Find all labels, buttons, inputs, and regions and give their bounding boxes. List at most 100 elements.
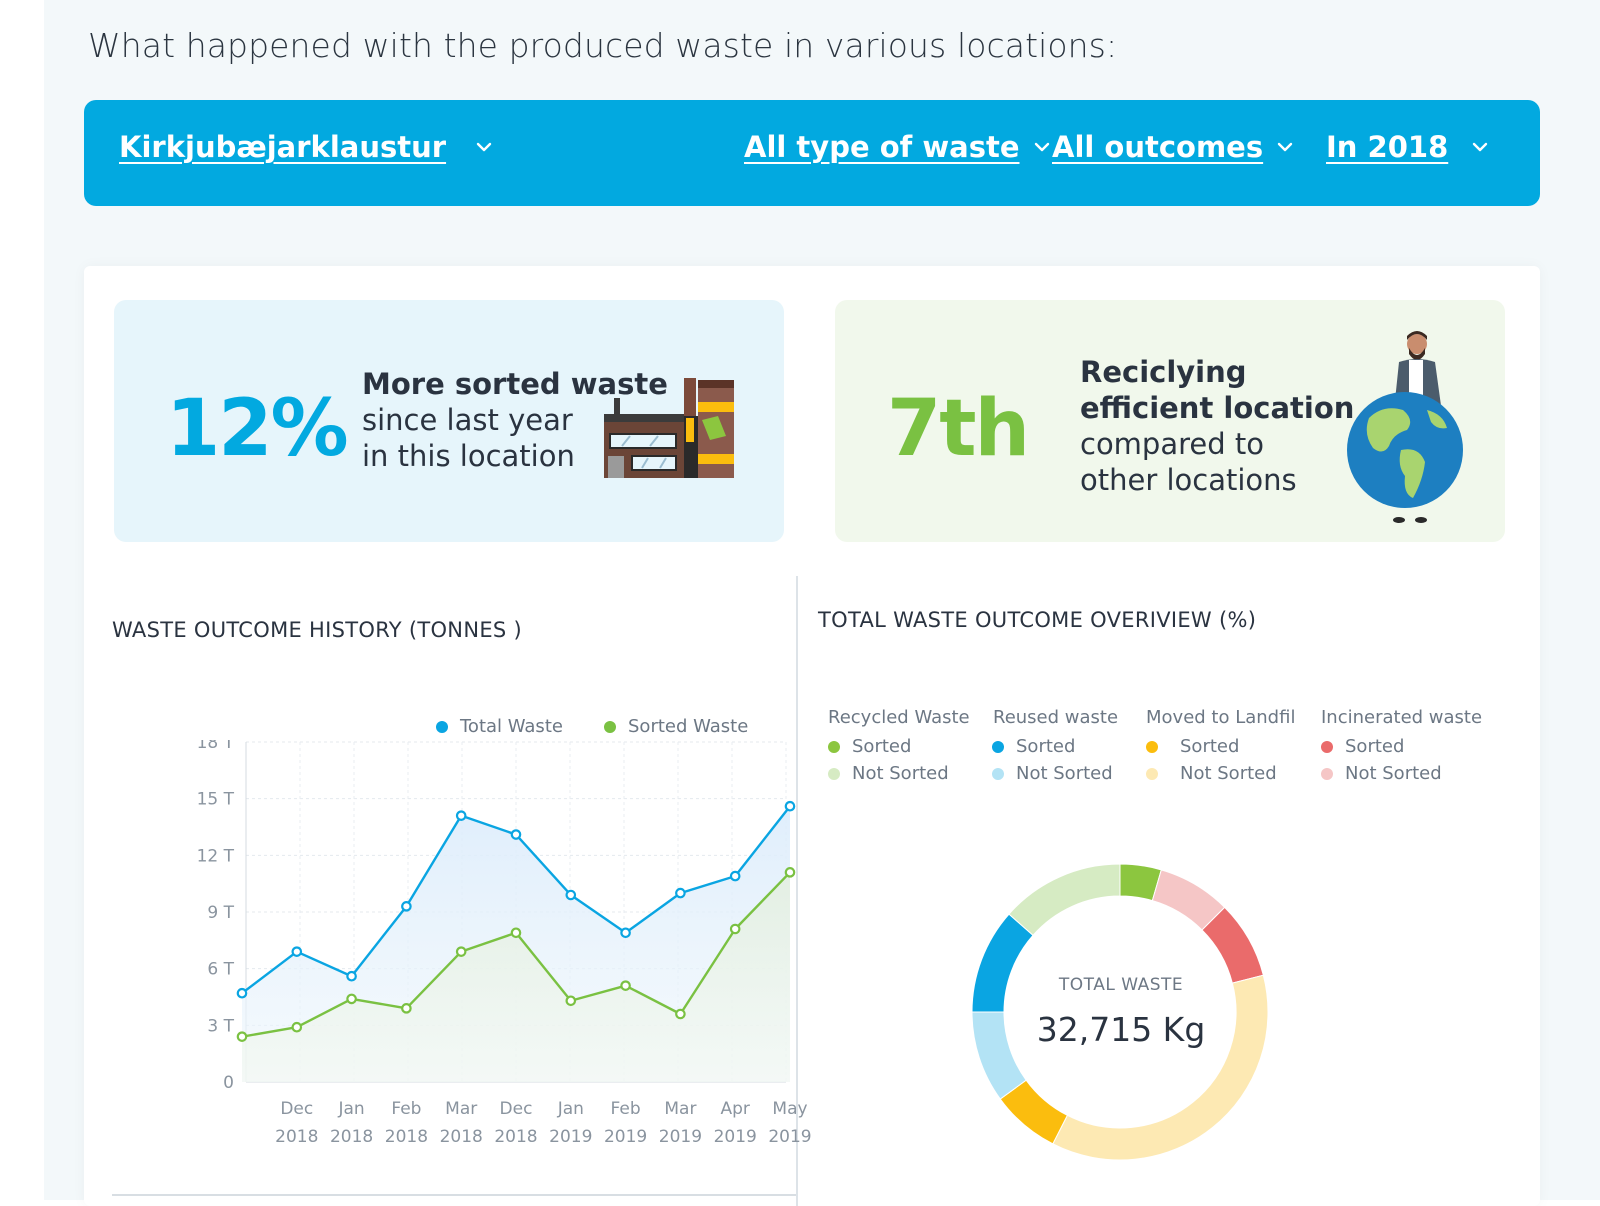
landfill-not-sorted-dot bbox=[1146, 767, 1158, 780]
legend-incinerated-not-sorted-label: Not Sorted bbox=[1345, 763, 1442, 784]
x-tick-label-year: 2019 bbox=[659, 1127, 702, 1147]
waste-outcome-donut-chart bbox=[971, 863, 1269, 1161]
waste-type-filter-dropdown[interactable]: All type of waste bbox=[744, 130, 1052, 164]
data-point-total-waste bbox=[291, 946, 303, 957]
data-point-sorted-waste bbox=[346, 993, 357, 1005]
ranking-headline-1: Reciclying bbox=[1080, 355, 1247, 389]
data-point-total-waste bbox=[510, 829, 522, 840]
data-point-total-waste bbox=[346, 970, 357, 982]
x-tick-label-month: May bbox=[772, 1099, 807, 1119]
x-tick-label-year: 2018 bbox=[330, 1127, 373, 1147]
data-point-sorted-waste bbox=[401, 1003, 412, 1014]
x-tick-label-month: Dec bbox=[500, 1099, 533, 1119]
x-tick-label-month: Jan bbox=[557, 1099, 584, 1119]
location-filter-dropdown[interactable]: Kirkjubæjarklaustur bbox=[119, 130, 494, 164]
legend-header-reused: Reused waste bbox=[993, 707, 1119, 728]
incinerated-not-sorted-dot bbox=[1321, 767, 1333, 780]
x-tick-label-year: 2018 bbox=[440, 1127, 483, 1147]
data-point-total-waste bbox=[729, 870, 741, 882]
total-waste-legend-dot bbox=[436, 720, 448, 733]
x-tick-label-month: Mar bbox=[445, 1099, 477, 1119]
donut-center-label: TOTAL WASTE bbox=[1058, 975, 1184, 995]
x-tick-label-month: Feb bbox=[611, 1099, 641, 1119]
x-tick-label-year: 2019 bbox=[714, 1127, 757, 1147]
waste-history-line-chart: 0 3 T 6 T 9 T 12 T 15 T 18 T Dec 2018 Jan 2018 Feb 2… bbox=[197, 740, 812, 1147]
x-tick-label-month: Dec bbox=[280, 1099, 313, 1119]
outcome-filter-dropdown[interactable]: All outcomes bbox=[1052, 130, 1295, 164]
ranking-line3: compared to bbox=[1080, 427, 1264, 461]
year-filter-label: In 2018 bbox=[1326, 130, 1449, 164]
legend-recycled-sorted-label: Sorted bbox=[852, 736, 912, 757]
y-tick-label: 18 T bbox=[197, 740, 235, 753]
legend-reused-not-sorted-label: Not Sorted bbox=[1016, 763, 1113, 784]
donut-slice-reused-waste-not-sorted bbox=[971, 1011, 1027, 1100]
section-divider bbox=[796, 576, 798, 1206]
legend-incinerated-not-sorted: Not Sorted bbox=[1321, 763, 1442, 784]
sorted-waste-headline: More sorted waste bbox=[362, 367, 668, 401]
reused-not-sorted-dot bbox=[992, 767, 1004, 780]
section-bottom-border bbox=[112, 1194, 796, 1196]
data-point-sorted-waste bbox=[236, 1031, 248, 1042]
ranking-description: Reciclying efficient location compared t… bbox=[1080, 354, 1354, 498]
legend-landfill-sorted-label: Sorted bbox=[1180, 736, 1240, 757]
chevron-down-icon bbox=[1277, 142, 1293, 152]
recycling-factory-icon bbox=[604, 378, 734, 478]
legend-reused-sorted: Sorted bbox=[992, 736, 1075, 757]
legend-recycled-not-sorted: Not Sorted bbox=[828, 763, 949, 784]
sorted-waste-description: More sorted waste since last year in thi… bbox=[362, 366, 668, 474]
reused-sorted-dot bbox=[992, 740, 1004, 753]
location-filter-label: Kirkjubæjarklaustur bbox=[119, 130, 447, 164]
year-filter-dropdown[interactable]: In 2018 bbox=[1326, 130, 1490, 164]
x-tick-label-year: 2019 bbox=[768, 1127, 811, 1147]
ranking-headline-2: efficient location bbox=[1080, 391, 1355, 425]
y-tick-label: 12 T bbox=[197, 846, 235, 866]
sorted-waste-stat-card: 12% More sorted waste since last year in… bbox=[114, 300, 784, 542]
legend-landfill-sorted: Sorted bbox=[1146, 736, 1239, 757]
history-chart-title: WASTE OUTCOME HISTORY (TONNES ) bbox=[112, 618, 522, 642]
data-point-sorted-waste bbox=[784, 867, 796, 878]
sorted-waste-line2: since last year bbox=[362, 403, 573, 437]
page-background: What happened with the produced waste in… bbox=[44, 0, 1600, 1206]
y-tick-label: 9 T bbox=[207, 903, 234, 923]
legend-total-waste: Total Waste bbox=[436, 716, 563, 737]
legend-reused-not-sorted: Not Sorted bbox=[992, 763, 1113, 784]
data-point-total-waste bbox=[784, 800, 796, 812]
data-point-total-waste bbox=[675, 887, 686, 899]
legend-landfill-not-sorted-label: Not Sorted bbox=[1180, 763, 1277, 784]
legend-incinerated-sorted: Sorted bbox=[1321, 736, 1404, 757]
landfill-sorted-dot bbox=[1146, 740, 1158, 753]
y-tick-label: 15 T bbox=[197, 790, 235, 810]
chevron-down-icon bbox=[1473, 142, 1488, 152]
sorted-waste-line3: in this location bbox=[362, 439, 575, 473]
y-tick-label: 6 T bbox=[207, 960, 234, 980]
data-point-total-waste bbox=[455, 810, 467, 821]
legend-recycled-not-sorted-label: Not Sorted bbox=[852, 763, 949, 784]
x-tick-label-year: 2018 bbox=[494, 1127, 537, 1147]
overview-chart-title: TOTAL WASTE OUTCOME OVERIVIEW (%) bbox=[818, 608, 1257, 632]
data-point-sorted-waste bbox=[729, 923, 741, 935]
sorted-waste-legend-dot bbox=[604, 720, 616, 733]
y-tick-label: 3 T bbox=[207, 1016, 234, 1036]
data-point-sorted-waste bbox=[565, 995, 577, 1007]
data-point-total-waste bbox=[620, 927, 631, 939]
donut-slice-recycled-waste-not-sorted bbox=[1008, 863, 1121, 936]
outcome-filter-label: All outcomes bbox=[1052, 130, 1264, 164]
donut-center-value: 32,715 Kg bbox=[1036, 1010, 1206, 1049]
data-point-sorted-waste bbox=[620, 980, 631, 991]
chevron-down-icon bbox=[1034, 142, 1049, 152]
recycled-not-sorted-dot bbox=[828, 767, 840, 780]
x-tick-label-year: 2019 bbox=[549, 1127, 592, 1147]
person-with-globe-icon bbox=[1347, 331, 1463, 523]
x-tick-label-month: Jan bbox=[337, 1099, 364, 1119]
page-heading: What happened with the produced waste in… bbox=[88, 26, 1118, 65]
x-tick-label-month: Apr bbox=[720, 1099, 749, 1119]
incinerated-sorted-dot bbox=[1321, 740, 1333, 753]
data-point-sorted-waste bbox=[455, 946, 467, 957]
ranking-stat-card: 7th Reciclying efficient location compar… bbox=[835, 300, 1505, 542]
x-tick-label-month: Feb bbox=[391, 1099, 421, 1119]
x-tick-label-year: 2019 bbox=[604, 1127, 647, 1147]
sorted-waste-percentage: 12% bbox=[166, 384, 349, 474]
series-area-sorted-waste bbox=[242, 872, 790, 1082]
legend-header-landfill: Moved to Landfil bbox=[1146, 707, 1296, 728]
data-point-sorted-waste bbox=[291, 1021, 303, 1033]
